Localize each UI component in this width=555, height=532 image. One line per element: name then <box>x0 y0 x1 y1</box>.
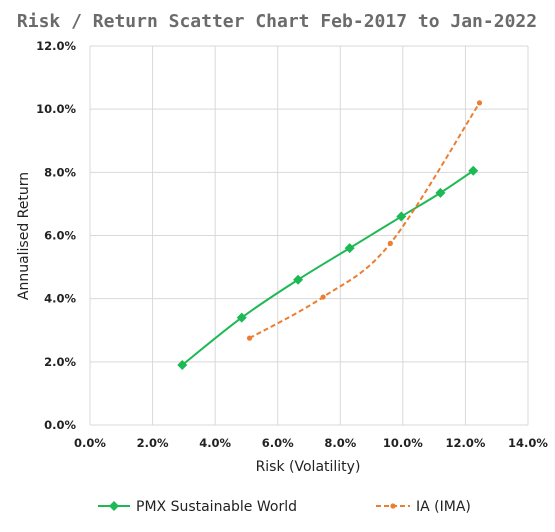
legend-marker <box>390 503 396 509</box>
x-tick-label: 8.0% <box>324 436 356 450</box>
y-tick-label: 0.0% <box>44 418 76 432</box>
y-tick-label: 2.0% <box>44 355 76 369</box>
data-point <box>435 187 446 198</box>
series-line <box>249 102 481 340</box>
legend-label: IA (IMA) <box>416 499 471 515</box>
series-layer <box>177 100 483 370</box>
data-point <box>320 294 326 300</box>
x-tick-label: 4.0% <box>199 436 231 450</box>
series-ia-ima <box>246 100 483 341</box>
data-point <box>344 243 355 254</box>
data-point <box>387 240 393 246</box>
data-point <box>246 335 253 341</box>
data-point <box>293 274 304 285</box>
data-point <box>396 211 407 222</box>
x-tick-label: 6.0% <box>262 436 294 450</box>
x-tick-label: 10.0% <box>383 436 423 450</box>
y-tick-label: 8.0% <box>44 165 76 179</box>
y-axis-label: Annualised Return <box>16 172 32 300</box>
legend-label: PMX Sustainable World <box>136 499 297 515</box>
tick-labels: 0.0% 2.0% 4.0% 6.0% 8.0% 10.0% 12.0% 0.0% 2.0% 4.… <box>36 39 548 450</box>
legend-item: PMX Sustainable World <box>98 499 297 515</box>
x-tick-label: 0.0% <box>74 436 106 450</box>
series-pmx-sustainable-world <box>177 165 479 370</box>
x-tick-label: 12.0% <box>445 436 485 450</box>
legend-marker <box>109 501 119 511</box>
legend: PMX Sustainable World IA (IMA) <box>98 499 471 515</box>
legend-item: IA (IMA) <box>376 499 471 515</box>
x-tick-label: 14.0% <box>508 436 548 450</box>
x-axis-label: Risk (Volatility) <box>256 459 361 475</box>
y-tick-label: 6.0% <box>44 229 76 243</box>
y-tick-label: 12.0% <box>36 39 76 53</box>
data-point <box>177 359 188 370</box>
chart-title: Risk / Return Scatter Chart Feb-2017 to … <box>17 11 537 32</box>
y-tick-label: 4.0% <box>44 292 76 306</box>
series-line <box>181 169 474 366</box>
y-tick-label: 10.0% <box>36 102 76 116</box>
data-point <box>468 165 479 176</box>
x-tick-label: 2.0% <box>137 436 169 450</box>
data-point <box>476 100 483 106</box>
data-point <box>236 312 247 323</box>
grid <box>89 45 529 426</box>
